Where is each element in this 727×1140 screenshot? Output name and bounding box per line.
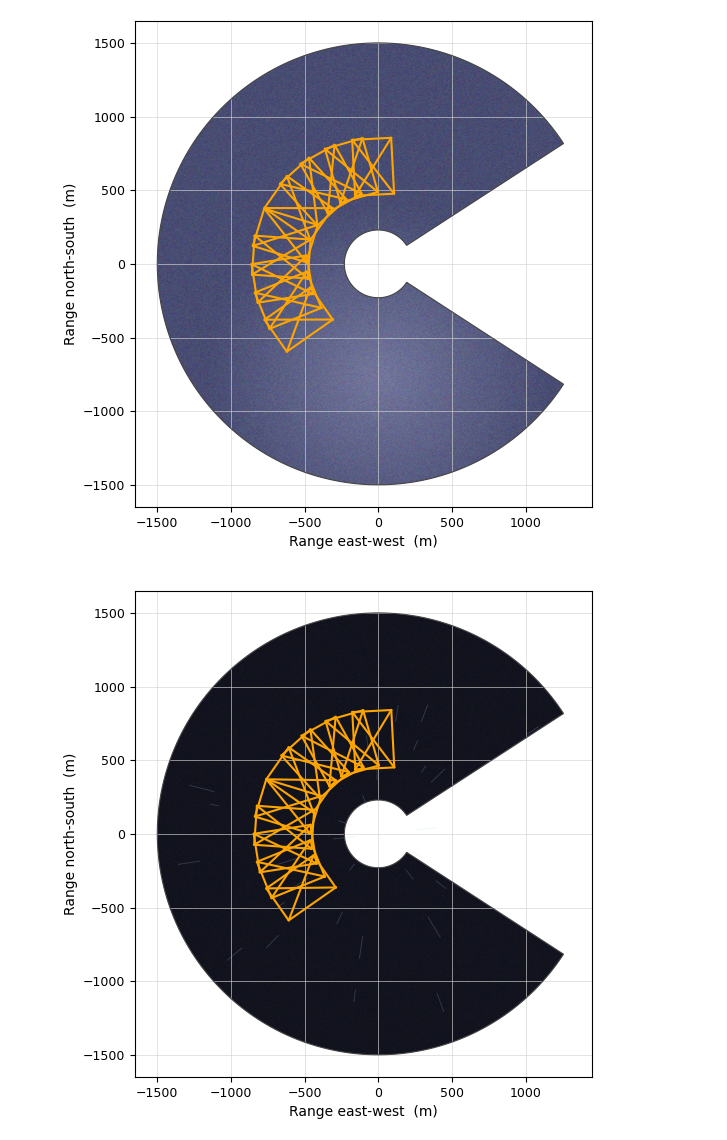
Y-axis label: Range north-south  (m): Range north-south (m) — [63, 182, 78, 345]
X-axis label: Range east-west  (m): Range east-west (m) — [289, 1105, 438, 1119]
Y-axis label: Range north-south  (m): Range north-south (m) — [63, 752, 78, 915]
X-axis label: Range east-west  (m): Range east-west (m) — [289, 535, 438, 549]
